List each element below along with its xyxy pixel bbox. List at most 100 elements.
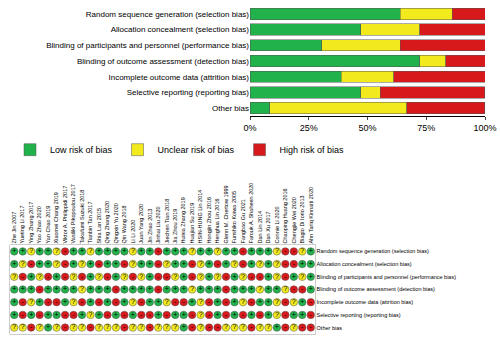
svg-text:?: ? [199, 298, 203, 305]
svg-text:+: + [182, 247, 186, 254]
svg-text:-: - [157, 247, 160, 254]
svg-text:+: + [63, 285, 67, 292]
svg-text:+: + [300, 311, 304, 318]
svg-text:-: - [157, 260, 160, 267]
svg-text:+: + [207, 260, 211, 267]
svg-text:-: - [191, 311, 194, 318]
svg-text:+: + [216, 285, 220, 292]
svg-text:Huixia Zhang 2019: Huixia Zhang 2019 [180, 197, 186, 243]
svg-text:-: - [301, 285, 304, 292]
svg-text:-: - [293, 260, 296, 267]
svg-text:Jiechen Tian 2018: Jiechen Tian 2018 [164, 199, 170, 244]
svg-text:-: - [64, 323, 67, 330]
svg-text:-: - [293, 247, 296, 254]
svg-text:?: ? [165, 323, 169, 330]
svg-text:+: + [88, 298, 92, 305]
svg-text:Xiaomei Chang 2019: Xiaomei Chang 2019 [53, 192, 59, 243]
svg-text:+: + [275, 323, 279, 330]
svg-text:+: + [97, 311, 101, 318]
svg-text:-: - [216, 323, 219, 330]
svg-text:50%: 50% [358, 123, 376, 133]
svg-text:+: + [292, 311, 296, 318]
svg-text:Jin Zhao 2013: Jin Zhao 2013 [147, 209, 153, 244]
svg-text:+: + [139, 260, 143, 267]
svg-text:-: - [242, 260, 245, 267]
svg-text:+: + [71, 247, 75, 254]
svg-text:Dan Xu 2017: Dan Xu 2017 [265, 211, 271, 243]
svg-text:?: ? [275, 260, 279, 267]
svg-text:-: - [284, 273, 287, 280]
svg-text:+: + [12, 311, 16, 318]
svg-text:+: + [46, 247, 50, 254]
svg-text:+: + [300, 260, 304, 267]
svg-text:-: - [225, 311, 228, 318]
svg-text:?: ? [258, 285, 262, 292]
svg-text:Other bias: Other bias [317, 325, 343, 331]
svg-text:-: - [310, 311, 313, 318]
svg-text:Blinding of participants and p: Blinding of participants and personnel (… [317, 274, 457, 280]
svg-text:?: ? [275, 311, 279, 318]
svg-text:?: ? [89, 247, 93, 254]
svg-text:+: + [156, 311, 160, 318]
svg-text:+: + [165, 247, 169, 254]
svg-text:+: + [55, 285, 59, 292]
svg-text:+: + [148, 273, 152, 280]
svg-text:100%: 100% [473, 123, 496, 133]
svg-text:Fangbao Gu 2021: Fangbao Gu 2021 [240, 199, 246, 243]
svg-text:+: + [38, 298, 42, 305]
svg-text:?: ? [131, 247, 135, 254]
svg-text:+: + [182, 323, 186, 330]
svg-text:Other bias: Other bias [212, 104, 249, 113]
svg-text:?: ? [233, 323, 237, 330]
svg-text:-: - [208, 323, 211, 330]
svg-text:Tianbin Tan 2017: Tianbin Tan 2017 [87, 202, 93, 244]
svg-text:+: + [12, 260, 16, 267]
svg-text:-: - [72, 311, 75, 318]
svg-text:-: - [98, 298, 101, 305]
svg-text:Qingxin Yu 2020: Qingxin Yu 2020 [113, 203, 119, 243]
svg-text:-: - [149, 311, 152, 318]
svg-text:-: - [64, 311, 67, 318]
svg-text:-: - [259, 273, 262, 280]
svg-text:-: - [284, 260, 287, 267]
svg-text:Jia Zhou 2019: Jia Zhou 2019 [172, 209, 178, 244]
svg-text:+: + [232, 285, 236, 292]
svg-text:Qing Zhang 2020: Qing Zhang 2020 [104, 201, 110, 244]
svg-text:+: + [173, 247, 177, 254]
svg-text:-: - [123, 323, 126, 330]
svg-text:-: - [106, 311, 109, 318]
svg-text:-: - [166, 273, 169, 280]
svg-text:?: ? [199, 260, 203, 267]
svg-text:+: + [241, 285, 245, 292]
svg-text:?: ? [300, 273, 304, 280]
svg-text:Blinding of outcome assessment: Blinding of outcome assessment (detectio… [317, 286, 435, 292]
svg-text:-: - [47, 298, 50, 305]
svg-text:?: ? [89, 311, 93, 318]
svg-text:Viktor A. Philippidi 2017: Viktor A. Philippidi 2017 [62, 186, 68, 244]
svg-text:?: ? [258, 260, 262, 267]
svg-text:?: ? [224, 323, 228, 330]
svg-text:?: ? [139, 323, 143, 330]
svg-text:+: + [216, 298, 220, 305]
svg-text:-: - [132, 273, 135, 280]
svg-text:?: ? [114, 323, 118, 330]
svg-text:0%: 0% [243, 123, 256, 133]
svg-text:-: - [22, 298, 25, 305]
svg-text:+: + [266, 260, 270, 267]
svg-text:+: + [292, 273, 296, 280]
svg-text:+: + [114, 260, 118, 267]
svg-text:+: + [148, 260, 152, 267]
svg-text:-: - [284, 298, 287, 305]
svg-text:?: ? [21, 323, 25, 330]
svg-text:+: + [114, 247, 118, 254]
svg-text:Low risk of bias: Low risk of bias [50, 145, 113, 155]
svg-text:Chengjie Wei 2020: Chengjie Wei 2020 [291, 197, 297, 243]
svg-text:Vasiliki Pikopoulou 2017: Vasiliki Pikopoulou 2017 [70, 184, 76, 243]
svg-text:+: + [122, 247, 126, 254]
svg-text:+: + [275, 285, 279, 292]
svg-text:Random sequence generation (se: Random sequence generation (selection bi… [317, 248, 429, 254]
svg-text:+: + [46, 260, 50, 267]
svg-text:Biagio Di Iorio 2013: Biagio Di Iorio 2013 [299, 195, 305, 243]
svg-text:-: - [293, 285, 296, 292]
svg-text:+: + [55, 273, 59, 280]
